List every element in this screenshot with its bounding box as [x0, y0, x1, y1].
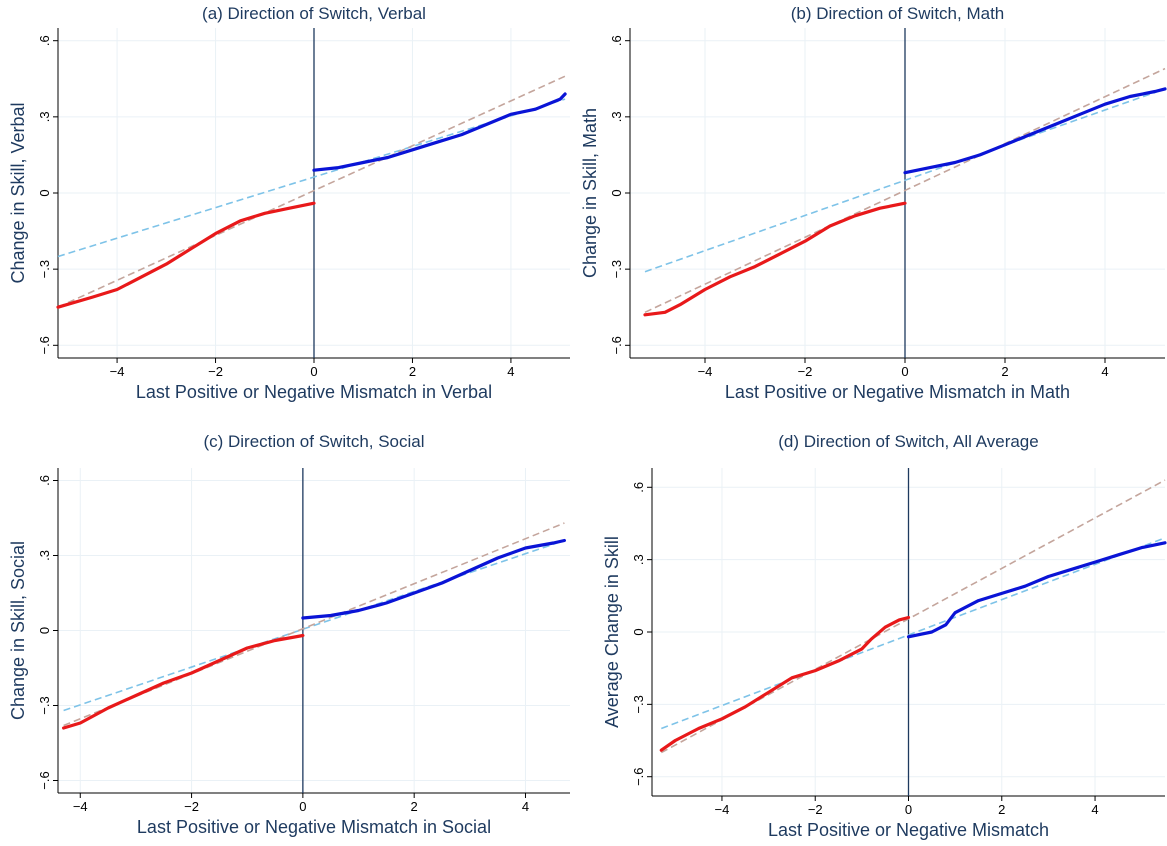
y-tick-label: −.3 — [631, 695, 646, 713]
series-fit_all-line — [57, 75, 566, 308]
x-tick-label: 2 — [411, 799, 418, 814]
x-tick-label: −2 — [808, 802, 823, 817]
y-tick-label: .3 — [37, 111, 52, 122]
y-tick-label: .6 — [609, 35, 624, 46]
x-tick-label: 2 — [998, 802, 1005, 817]
chart-panel-d: −4 −2 0 2 4 −.6 −.3 0 .3 .6 (d) Direction of Switc… — [602, 432, 1167, 840]
x-tick-label: −4 — [715, 802, 730, 817]
x-tick-label: −4 — [73, 799, 88, 814]
x-axis-label: Last Positive or Negative Mismatch in Ve… — [136, 382, 492, 402]
x-tick-label: −2 — [798, 364, 813, 379]
y-axis-label: Change in Skill, Social — [8, 541, 28, 720]
x-tick-label: 0 — [310, 364, 317, 379]
chart-title: (a) Direction of Switch, Verbal — [202, 4, 426, 23]
series-positive-line — [312, 92, 567, 172]
x-tick-label: 2 — [1001, 364, 1008, 379]
y-tick-label: .3 — [609, 111, 624, 122]
chart-title: (c) Direction of Switch, Social — [203, 432, 424, 451]
x-tick-label: −4 — [110, 364, 125, 379]
x-tick-label: 0 — [299, 799, 306, 814]
y-tick-label: −.3 — [609, 260, 624, 278]
y-tick-label: .6 — [37, 35, 52, 46]
y-tick-label: 0 — [609, 189, 624, 196]
y-axis-label: Change in Skill, Verbal — [8, 102, 28, 283]
y-tick-label: 0 — [37, 189, 52, 196]
x-axis-label: Last Positive or Negative Mismatch in So… — [137, 817, 491, 837]
y-tick-label: −.3 — [37, 696, 52, 714]
y-tick-label: −.6 — [609, 336, 624, 354]
chart-panel-b: −4 −2 0 2 4 −.6 −.3 0 .3 .6 (b) Direction of Switc… — [580, 4, 1167, 402]
series-fit_all-line — [660, 479, 1166, 754]
series-negative-line — [61, 633, 305, 730]
series-fit_positive-line — [661, 537, 1166, 730]
x-tick-label: 4 — [1101, 364, 1108, 379]
series-negative-line — [643, 201, 907, 317]
x-tick-label: 4 — [522, 799, 529, 814]
x-tick-label: 4 — [1091, 802, 1098, 817]
series-negative-line — [56, 201, 316, 309]
chart-title: (b) Direction of Switch, Math — [791, 4, 1005, 23]
y-axis-label: Change in Skill, Math — [580, 108, 600, 278]
x-tick-label: 0 — [905, 802, 912, 817]
series-fit_positive-line — [644, 88, 1166, 273]
y-tick-label: .3 — [631, 554, 646, 565]
y-tick-label: −.3 — [37, 260, 52, 278]
x-tick-label: −4 — [698, 364, 713, 379]
y-tick-label: −.6 — [37, 771, 52, 789]
y-tick-label: 0 — [631, 628, 646, 635]
y-tick-label: .3 — [37, 550, 52, 561]
x-tick-label: 2 — [409, 364, 416, 379]
series-fit_positive-line — [63, 539, 565, 712]
series-negative-line — [659, 615, 911, 752]
y-tick-label: .6 — [37, 475, 52, 486]
chart-title: (d) Direction of Switch, All Average — [778, 432, 1038, 451]
y-tick-label: .6 — [631, 482, 646, 493]
chart-panel-a: −4 −2 0 2 4 −.6 −.3 0 .3 .6 (a) Direction of Switc… — [8, 4, 570, 402]
x-axis-label: Last Positive or Negative Mismatch in Ma… — [725, 382, 1070, 402]
y-tick-label: −.6 — [631, 767, 646, 785]
y-tick-label: 0 — [37, 627, 52, 634]
series-positive-line — [903, 87, 1167, 175]
x-tick-label: −2 — [208, 364, 223, 379]
y-axis-label: Average Change in Skill — [602, 536, 622, 728]
chart-panel-c: −4 −2 0 2 4 −.6 −.3 0 .3 .6 (c) Direction of Switc… — [8, 432, 570, 837]
series-positive-line — [906, 541, 1167, 639]
x-tick-label: 4 — [507, 364, 514, 379]
series-fit_all-line — [644, 67, 1166, 314]
x-tick-label: 0 — [901, 364, 908, 379]
y-tick-label: −.6 — [37, 336, 52, 354]
series-positive-line — [301, 538, 567, 620]
x-tick-label: −2 — [184, 799, 199, 814]
x-axis-label: Last Positive or Negative Mismatch — [768, 820, 1049, 840]
